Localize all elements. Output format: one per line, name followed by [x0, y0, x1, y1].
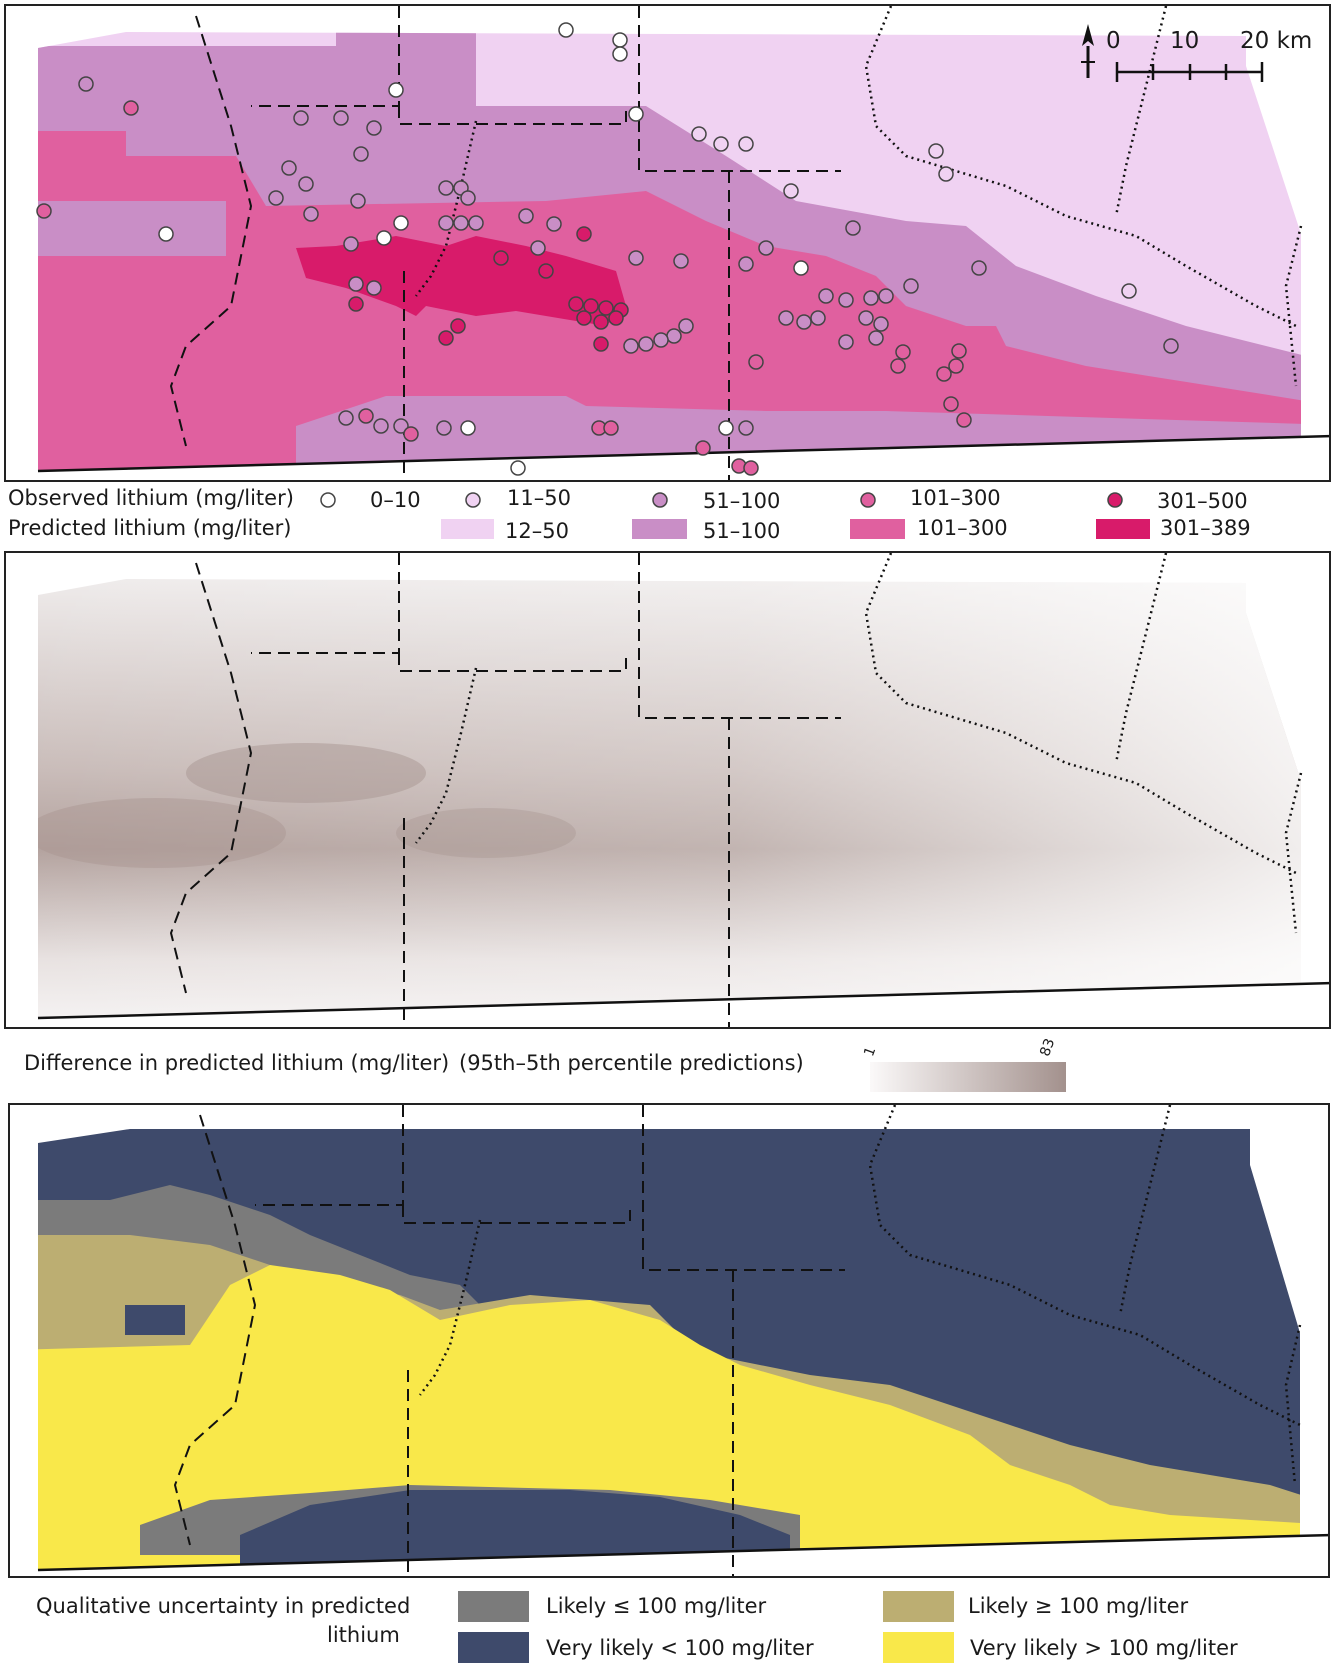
river-lines: [415, 553, 1303, 934]
observed-label-51-100: 51–100: [703, 489, 781, 513]
prediction-difference-map: [4, 551, 1331, 1029]
difference-legend-title: Difference in predicted lithium (mg/lite…: [24, 1051, 450, 1075]
predicted-swatch-101-300: [850, 519, 905, 539]
county-boundaries: [169, 553, 841, 1027]
difference-colorbar: [870, 1062, 1066, 1092]
swatch-likely-below-100: [458, 1591, 529, 1622]
predicted-label-101-300: 101–300: [917, 516, 1008, 540]
scale-label-10: 10: [1170, 28, 1200, 54]
qualitative-uncertainty-map-svg: [37, 1105, 1328, 1576]
scale-label-0: 0: [1106, 28, 1121, 54]
predicted-swatch-51-100: [632, 519, 687, 539]
observed-swatch-11-50: [465, 492, 481, 508]
north-arrow-icon: [1081, 24, 1095, 78]
state-boundary: [37, 981, 1329, 1020]
observed-swatch-0-10: [320, 492, 336, 508]
difference-surface-fade: [38, 579, 1301, 1018]
uncertainty-legend-title-line1: Qualitative uncertainty in predicted: [36, 1594, 411, 1618]
predicted-swatch-301-389: [1096, 519, 1150, 539]
difference-legend-subtitle: (95th–5th percentile predictions): [459, 1051, 804, 1075]
uncertainty-legend-title-line2: lithium: [327, 1623, 400, 1647]
predicted-label-12-50: 12–50: [505, 519, 569, 543]
swatch-likely-above-100: [883, 1591, 954, 1622]
difference-hotspot: [396, 808, 576, 858]
predicted-label-301-389: 301–389: [1160, 516, 1251, 540]
observed-swatch-301-500: [1107, 492, 1123, 508]
label-likely-below-100: Likely ≤ 100 mg/liter: [546, 1594, 767, 1618]
predicted-zone-101-300: [38, 131, 1301, 471]
observed-swatch-51-100: [652, 492, 668, 508]
predicted-label-51-100: 51–100: [703, 519, 781, 543]
scale-label-20: 20 km: [1240, 28, 1313, 54]
scale-bar: [1115, 62, 1264, 82]
observed-label-0-10: 0–10: [370, 488, 421, 512]
difference-hotspot: [186, 743, 426, 803]
observed-label-301-500: 301–500: [1157, 489, 1248, 513]
state-boundary: [37, 1533, 1328, 1572]
observed-label-11-50: 11–50: [507, 486, 571, 510]
observed-label-101-300: 101–300: [910, 486, 1001, 510]
river-lines: [419, 1105, 1302, 1486]
label-very-likely-below-100: Very likely < 100 mg/liter: [546, 1636, 814, 1660]
label-likely-above-100: Likely ≥ 100 mg/liter: [968, 1594, 1189, 1618]
predicted-lithium-map-svg: [36, 6, 1329, 480]
predicted-lithium-map: 0 10 20 km: [4, 4, 1331, 482]
river-lines: [415, 6, 1303, 387]
observed-legend-title: Observed lithium (mg/liter): [8, 486, 294, 510]
zone-very-likely-below-100-patch: [125, 1305, 185, 1335]
colorbar-min-label: 1: [861, 1044, 880, 1059]
prediction-difference-map-svg: [37, 553, 1329, 1027]
predicted-swatch-12-50: [441, 519, 494, 539]
predicted-zone-51-100-band-west: [38, 201, 226, 256]
predicted-legend-title: Predicted lithium (mg/liter): [8, 516, 292, 540]
predicted-zone-301-389: [296, 236, 626, 326]
qualitative-uncertainty-map: [8, 1103, 1330, 1578]
county-boundaries: [169, 6, 841, 480]
observed-swatch-101-300: [860, 492, 876, 508]
county-boundaries: [173, 1105, 845, 1576]
colorbar-max-label: 83: [1037, 1036, 1059, 1059]
observed-points: [36, 22, 1179, 476]
swatch-very-likely-above-100: [883, 1632, 954, 1663]
state-boundary: [37, 434, 1329, 473]
swatch-very-likely-below-100: [458, 1632, 529, 1663]
label-very-likely-above-100: Very likely > 100 mg/liter: [970, 1636, 1238, 1660]
difference-hotspot: [38, 798, 286, 868]
